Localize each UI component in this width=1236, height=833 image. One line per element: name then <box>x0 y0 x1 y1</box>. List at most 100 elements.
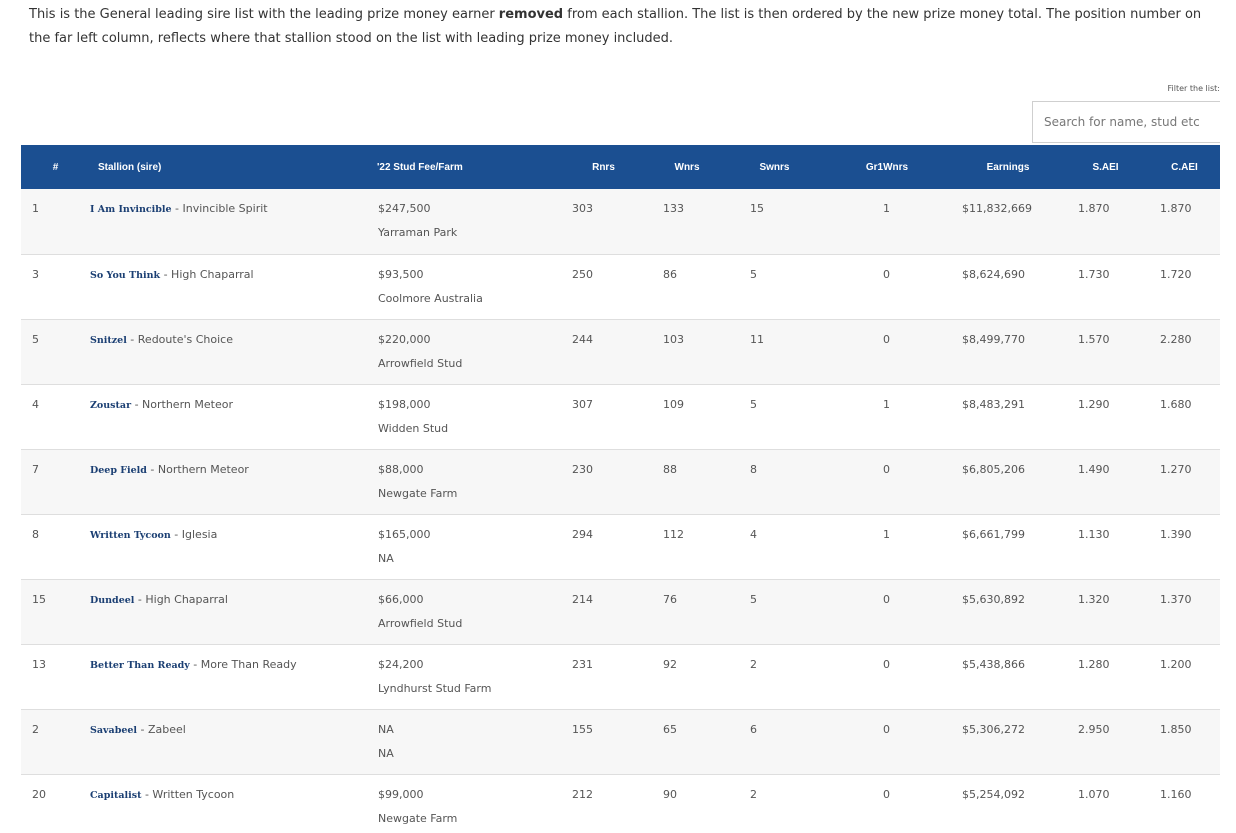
stallion-link[interactable]: Dundeel <box>90 594 135 606</box>
stallion-sire: - Northern Meteor <box>131 397 233 411</box>
stallion-link[interactable]: Snitzel <box>90 334 127 346</box>
cell-rnrs: 244 <box>562 319 645 385</box>
cell-fee-farm: $24,200 Lyndhurst Stud Farm <box>377 644 562 710</box>
header-rnrs[interactable]: Rnrs <box>562 145 645 189</box>
header-gr1wnrs[interactable]: Gr1Wnrs <box>820 145 954 189</box>
table-row[interactable]: 3 So You Think - High Chaparral $93,500 Coo… <box>21 254 1220 320</box>
cell-swnrs: 11 <box>729 319 820 385</box>
cell-fee-farm: NA NA <box>377 709 562 775</box>
table-row[interactable]: 20 Capitalist - Written Tycoon $99,000 Newg… <box>21 774 1220 833</box>
cell-earnings: $5,306,272 <box>954 709 1062 775</box>
cell-stallion: Better Than Ready - More Than Ready <box>90 644 377 710</box>
intro-part-1: This is the General leading sire list wi… <box>29 7 499 22</box>
table-header-row: # Stallion (sire) '22 Stud Fee/Farm Rnrs… <box>21 145 1220 189</box>
cell-gr1wnrs: 1 <box>820 514 954 580</box>
cell-stallion: I Am Invincible - Invincible Spirit <box>90 189 377 255</box>
header-earnings[interactable]: Earnings <box>954 145 1062 189</box>
cell-position: 15 <box>21 579 90 645</box>
cell-position: 5 <box>21 319 90 385</box>
cell-swnrs: 2 <box>729 774 820 833</box>
stud-fee: $93,500 <box>378 267 424 281</box>
cell-swnrs: 15 <box>729 189 820 255</box>
table-row[interactable]: 7 Deep Field - Northern Meteor $88,000 Newg… <box>21 449 1220 515</box>
cell-saei: 1.280 <box>1062 644 1149 710</box>
cell-swnrs: 6 <box>729 709 820 775</box>
cell-caei: 2.280 <box>1149 319 1220 385</box>
stallion-sire: - Northern Meteor <box>146 462 249 476</box>
header-stallion[interactable]: Stallion (sire) <box>90 145 377 189</box>
table-row[interactable]: 15 Dundeel - High Chaparral $66,000 Arrowfi… <box>21 579 1220 645</box>
cell-position: 1 <box>21 189 90 255</box>
stud-fee: $88,000 <box>378 462 424 476</box>
cell-saei: 1.130 <box>1062 514 1149 580</box>
stallion-sire: - Zabeel <box>137 722 186 736</box>
stud-fee: $66,000 <box>378 592 424 606</box>
table-row[interactable]: 13 Better Than Ready - More Than Ready $24… <box>21 644 1220 710</box>
sire-table: # Stallion (sire) '22 Stud Fee/Farm Rnrs… <box>21 145 1220 833</box>
cell-stallion: Written Tycoon - Iglesia <box>90 514 377 580</box>
header-fee[interactable]: '22 Stud Fee/Farm <box>377 145 562 189</box>
stallion-link[interactable]: So You Think <box>90 269 161 281</box>
cell-swnrs: 5 <box>729 254 820 320</box>
stallion-link[interactable]: Deep Field <box>90 464 147 476</box>
stallion-sire: - Invincible Spirit <box>171 202 268 215</box>
stud-fee: NA <box>378 722 394 736</box>
cell-wnrs: 109 <box>645 384 729 450</box>
stallion-sire: - Redoute's Choice <box>126 332 233 346</box>
cell-caei: 1.160 <box>1149 774 1220 833</box>
stallion-link[interactable]: Better Than Ready <box>90 659 190 671</box>
stallion-link[interactable]: Written Tycoon <box>90 529 171 541</box>
cell-gr1wnrs: 0 <box>820 709 954 775</box>
cell-saei: 1.570 <box>1062 319 1149 385</box>
cell-rnrs: 294 <box>562 514 645 580</box>
cell-caei: 1.390 <box>1149 514 1220 580</box>
cell-saei: 1.290 <box>1062 384 1149 450</box>
cell-wnrs: 76 <box>645 579 729 645</box>
stud-farm: Coolmore Australia <box>378 291 483 305</box>
cell-fee-farm: $165,000 NA <box>377 514 562 580</box>
cell-fee-farm: $247,500 Yarraman Park <box>377 189 562 255</box>
cell-rnrs: 231 <box>562 644 645 710</box>
cell-saei: 1.070 <box>1062 774 1149 833</box>
stallion-link[interactable]: Zoustar <box>90 399 132 411</box>
stallion-link[interactable]: I Am Invincible <box>90 204 172 215</box>
stud-farm: NA <box>378 551 394 565</box>
table-row[interactable]: 4 Zoustar - Northern Meteor $198,000 Widden… <box>21 384 1220 450</box>
cell-position: 3 <box>21 254 90 320</box>
cell-rnrs: 250 <box>562 254 645 320</box>
cell-saei: 1.320 <box>1062 579 1149 645</box>
cell-stallion: Capitalist - Written Tycoon <box>90 774 377 833</box>
header-swnrs[interactable]: Swnrs <box>729 145 820 189</box>
table-row[interactable]: 2 Savabeel - Zabeel NA NA 155 65 6 0 $5,306,272 2… <box>21 709 1220 775</box>
stud-farm: Arrowfield Stud <box>378 616 463 630</box>
cell-gr1wnrs: 0 <box>820 449 954 515</box>
search-input[interactable] <box>1032 101 1220 143</box>
stud-fee: $24,200 <box>378 657 424 671</box>
cell-rnrs: 155 <box>562 709 645 775</box>
table-row[interactable]: 8 Written Tycoon - Iglesia $165,000 NA 294 11… <box>21 514 1220 580</box>
stallion-link[interactable]: Savabeel <box>90 724 138 736</box>
header-caei[interactable]: C.AEI <box>1149 145 1220 189</box>
stud-fee: $220,000 <box>378 332 431 346</box>
header-pos[interactable]: # <box>21 145 90 189</box>
stud-fee: $165,000 <box>378 527 431 541</box>
cell-gr1wnrs: 0 <box>820 579 954 645</box>
cell-earnings: $6,661,799 <box>954 514 1062 580</box>
cell-caei: 1.850 <box>1149 709 1220 775</box>
table-row[interactable]: 5 Snitzel - Redoute's Choice $220,000 Arrow… <box>21 319 1220 385</box>
cell-position: 13 <box>21 644 90 710</box>
cell-gr1wnrs: 0 <box>820 254 954 320</box>
stallion-link[interactable]: Capitalist <box>90 789 142 801</box>
cell-stallion: Dundeel - High Chaparral <box>90 579 377 645</box>
stallion-sire: - High Chaparral <box>160 267 254 281</box>
cell-caei: 1.680 <box>1149 384 1220 450</box>
cell-fee-farm: $99,000 Newgate Farm <box>377 774 562 833</box>
cell-caei: 1.200 <box>1149 644 1220 710</box>
intro-bold-word: removed <box>498 7 564 22</box>
header-wnrs[interactable]: Wnrs <box>645 145 729 189</box>
cell-fee-farm: $220,000 Arrowfield Stud <box>377 319 562 385</box>
header-saei[interactable]: S.AEI <box>1062 145 1149 189</box>
stud-farm: Arrowfield Stud <box>378 356 463 370</box>
intro-text: This is the General leading sire list wi… <box>29 3 1219 51</box>
